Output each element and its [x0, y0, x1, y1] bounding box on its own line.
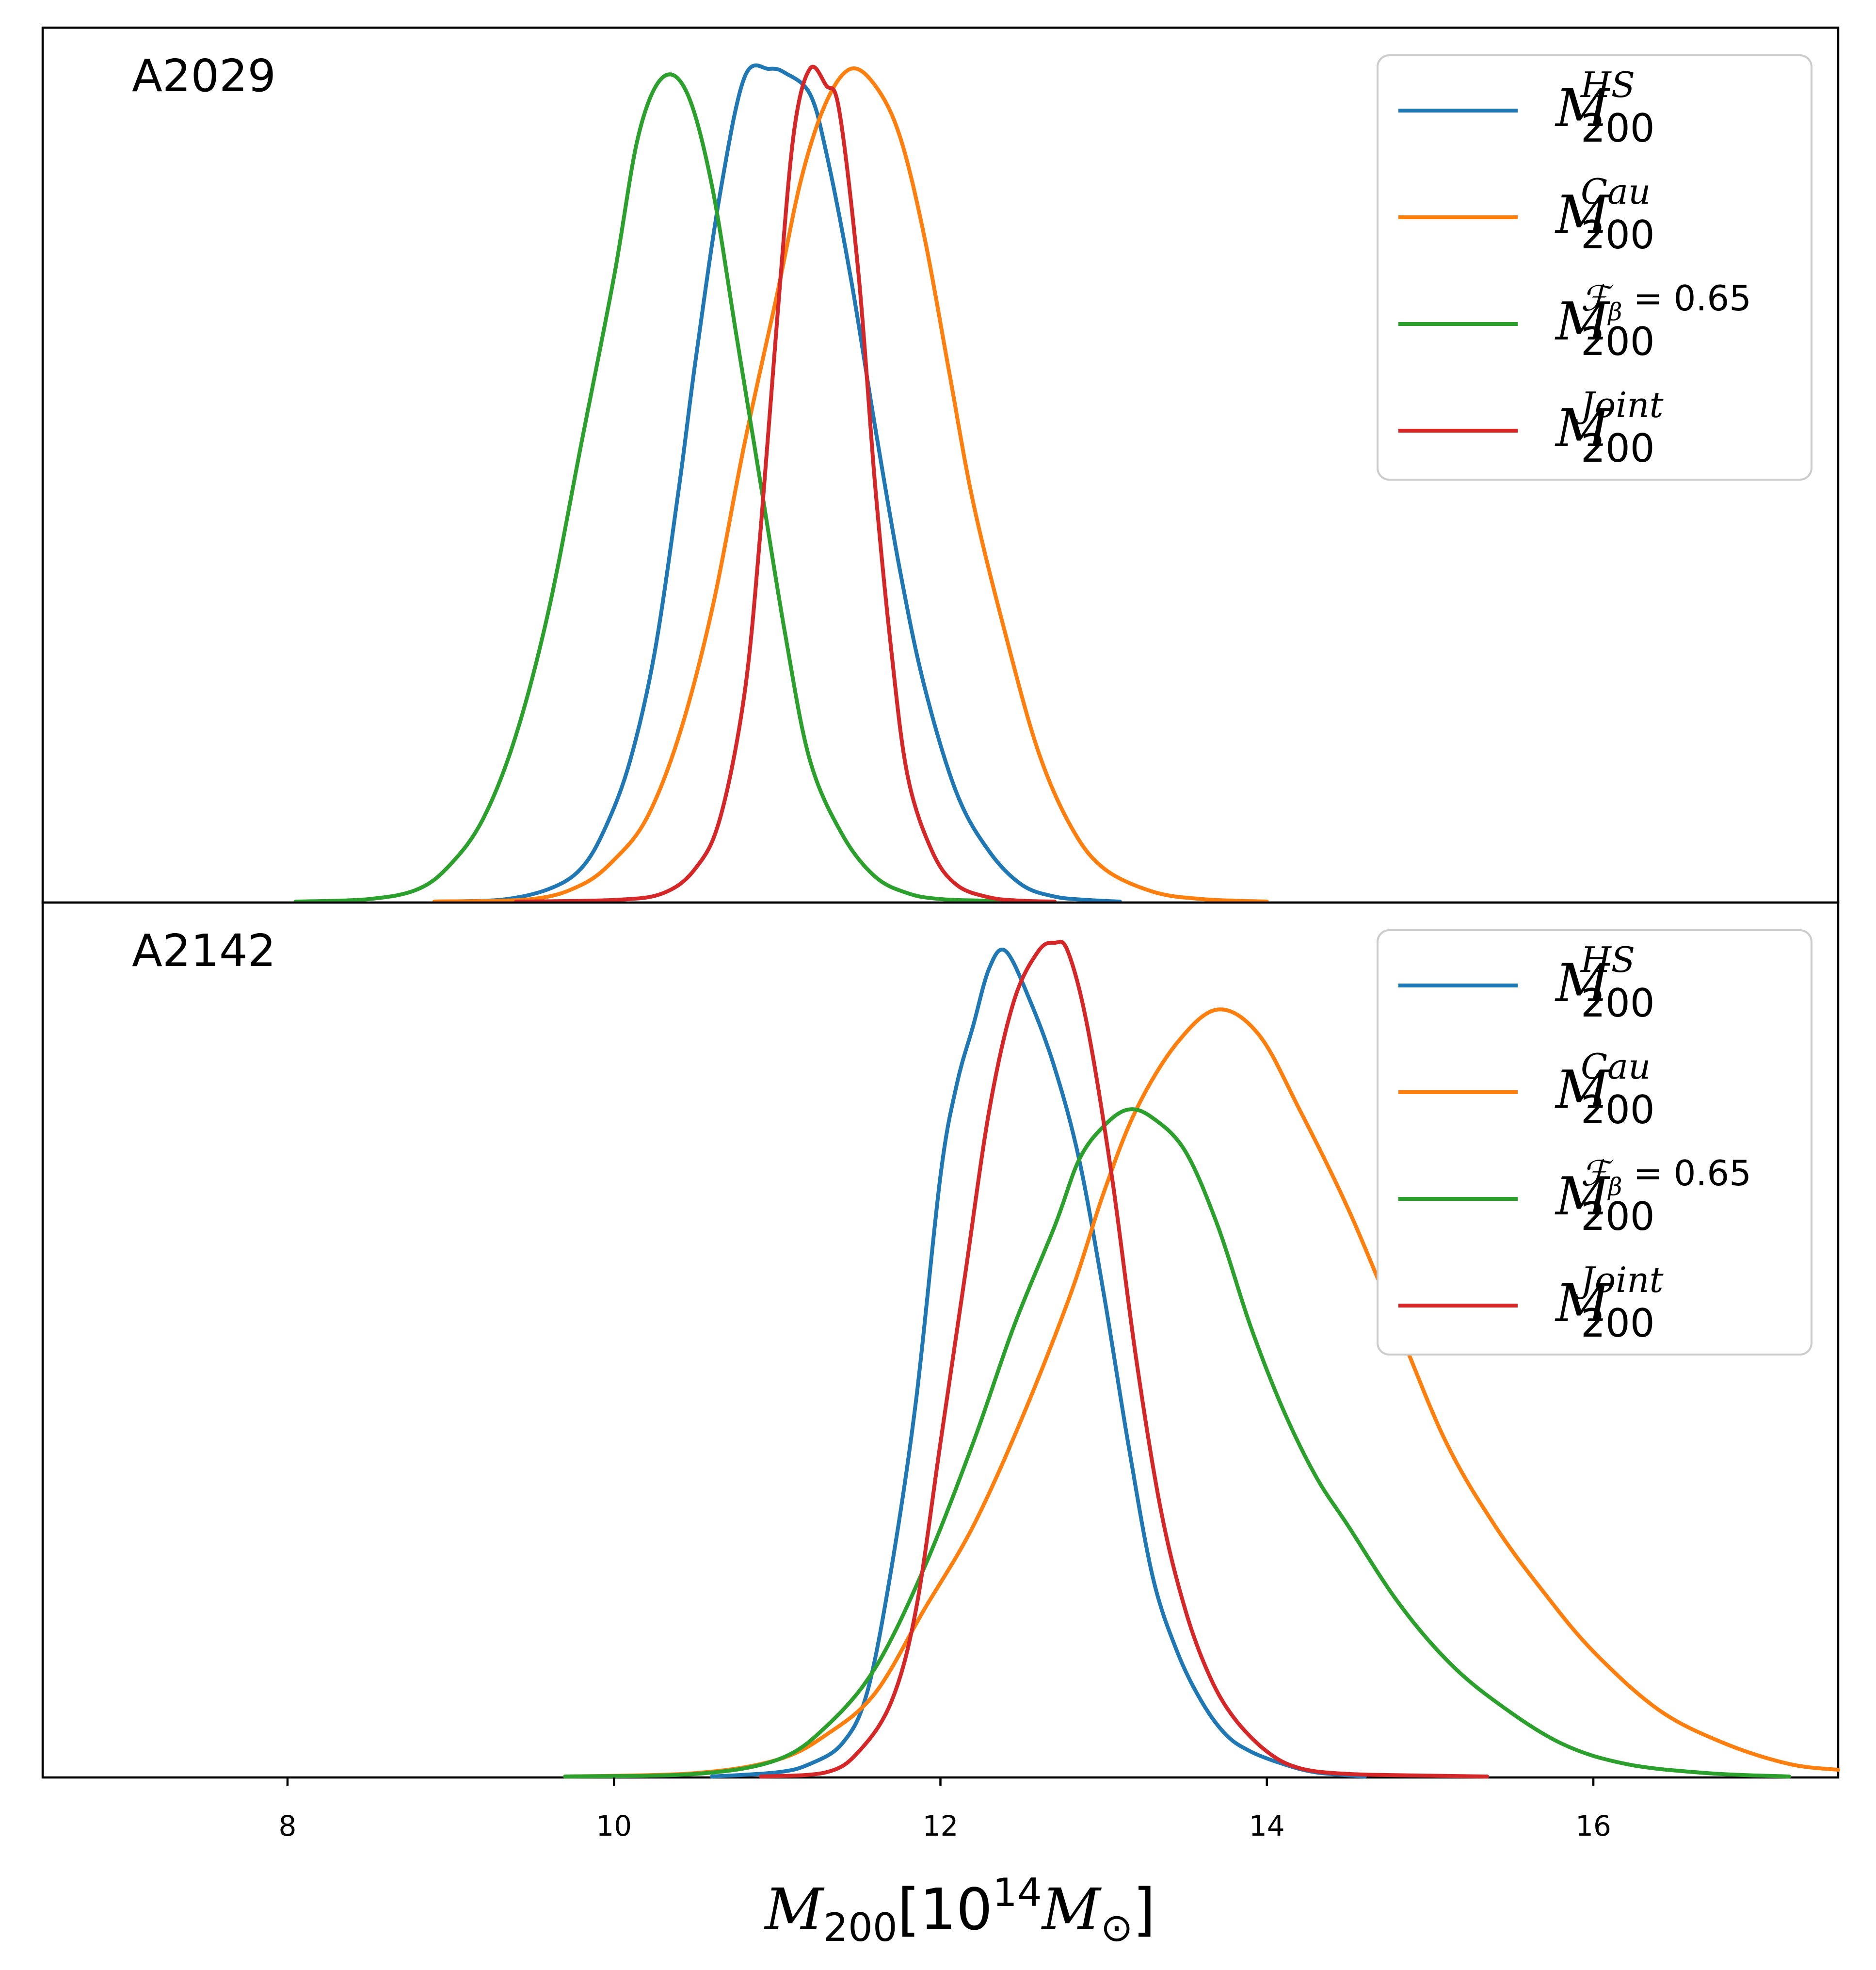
legend-label-cau: MCau 200: [1555, 171, 1655, 258]
panel-a2029-curves: [293, 63, 1269, 904]
x-axis-label: M200[1014M⊙]: [764, 1870, 1155, 1950]
x-tick: 14: [1249, 1777, 1285, 1842]
legend-label-hs: MHS 200: [1555, 939, 1655, 1026]
legend-frame: [1377, 54, 1812, 481]
series-line-fbeta: [293, 72, 1041, 904]
panel-a2029: A2029 MHS 200 MCau 200 Mℱβ = 0.65 200 MJoin…: [41, 26, 1840, 904]
series-line-hs: [432, 63, 1122, 904]
x-tick: 8: [279, 1777, 297, 1842]
x-tick: 16: [1575, 1777, 1611, 1842]
panel-a2142-curves: [563, 939, 1840, 1778]
panel-a2029-label: A2029: [132, 50, 276, 102]
legend-frame: [1377, 929, 1812, 1356]
x-tick-label: 14: [1249, 1809, 1285, 1842]
legend-label-joint: MJoint 200: [1555, 385, 1664, 471]
panel-a2142-legend: MHS 200 MCau 200 Mℱβ = 0.65 200 MJoint 200: [1377, 929, 1812, 1356]
x-tick-label: 12: [923, 1809, 959, 1842]
legend-label-fbeta: Mℱβ = 0.65 200: [1555, 278, 1751, 364]
series-line-joint: [514, 65, 1057, 904]
x-tick: 10: [596, 1777, 632, 1842]
series-line-hs: [710, 947, 1367, 1778]
legend-label-cau: MCau 200: [1555, 1046, 1655, 1132]
legend-label-fbeta: Mℱβ = 0.65 200: [1555, 1153, 1751, 1239]
legend-label-hs: MHS 200: [1555, 65, 1655, 151]
x-tick: 12: [923, 1777, 959, 1842]
x-tick-label: 16: [1575, 1809, 1611, 1842]
x-tick-label: 8: [279, 1809, 297, 1842]
series-line-cau: [432, 66, 1269, 904]
legend-label-joint: MJoint 200: [1555, 1260, 1664, 1346]
x-tick-label: 10: [596, 1809, 632, 1842]
panel-a2142-label: A2142: [132, 925, 276, 977]
series-line-joint: [759, 939, 1490, 1778]
series-line-fbeta: [563, 1107, 1791, 1778]
series-line-cau: [563, 1007, 1840, 1778]
panel-a2142: A2142 MHS 200 MCau 200 Mℱβ = 0.65 200 MJoin…: [41, 901, 1840, 1779]
panel-a2029-legend: MHS 200 MCau 200 Mℱβ = 0.65 200 MJoint 200: [1377, 54, 1812, 481]
x-axis-ticks: 8 10 12 14 16: [279, 1777, 1611, 1842]
